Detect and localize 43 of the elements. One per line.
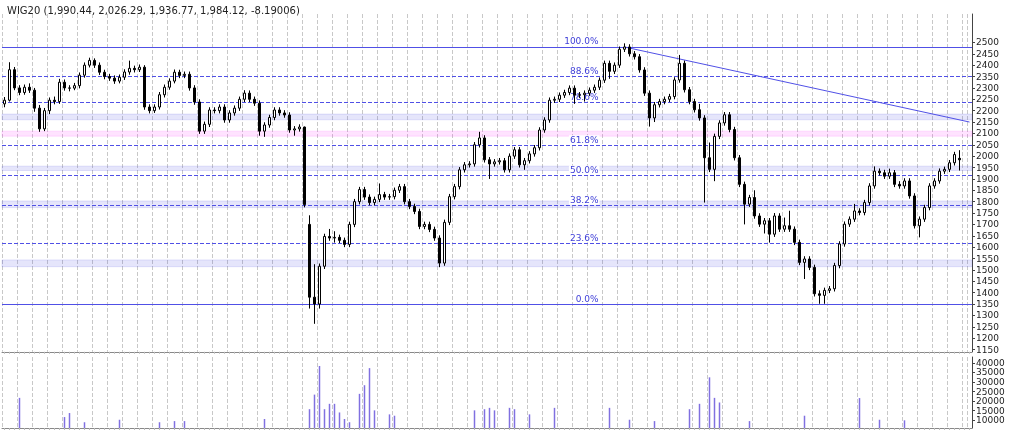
y-tick-label: 1200 bbox=[976, 333, 1000, 344]
y-tick-label: 40000 bbox=[976, 357, 1005, 368]
y-tick-label: 1450 bbox=[976, 276, 1000, 287]
y-tick-label: 1900 bbox=[976, 173, 1000, 184]
y-tick-label: 25000 bbox=[976, 386, 1005, 397]
annotation: 0.0% bbox=[575, 293, 599, 304]
y-tick-label: 30000 bbox=[976, 376, 1005, 387]
y-tick-label: 2350 bbox=[976, 71, 1000, 82]
y-tick-label: 2050 bbox=[976, 139, 1000, 150]
y-tick-label: 1750 bbox=[976, 208, 1000, 219]
y-tick-label: 1500 bbox=[976, 264, 1000, 275]
y-tick-label: 1300 bbox=[976, 310, 1000, 321]
y-tick-label: 10000 bbox=[976, 415, 1005, 426]
y-tick-label: 1150 bbox=[976, 344, 1000, 355]
y-tick-label: 2200 bbox=[976, 105, 1000, 116]
y-tick-label: 1850 bbox=[976, 185, 1000, 196]
y-tick-label: 2300 bbox=[976, 82, 1000, 93]
annotation: 23.6% bbox=[569, 232, 599, 243]
y-tick-label: 2150 bbox=[976, 117, 1000, 128]
y-tick-label: 2000 bbox=[976, 151, 1000, 162]
chart-title: WIG20 (1,990.44, 2,026.29, 1,936.77, 1,984.12, -8.19006) bbox=[7, 4, 300, 16]
annotation: 88.6% bbox=[569, 65, 599, 76]
y-tick-label: 35000 bbox=[976, 367, 1005, 378]
y-tick-label: 1650 bbox=[976, 230, 1000, 241]
y-tick-label: 1250 bbox=[976, 321, 1000, 332]
y-tick-label: 1600 bbox=[976, 242, 1000, 253]
y-tick-label: 15000 bbox=[976, 405, 1005, 416]
y-tick-label: 1550 bbox=[976, 253, 1000, 264]
y-tick-label: 2500 bbox=[976, 37, 1000, 48]
annotation: 61.8% bbox=[569, 134, 599, 145]
annotation: 100.0% bbox=[564, 36, 599, 47]
y-tick-label: 1950 bbox=[976, 162, 1000, 173]
y-tick-label: 2450 bbox=[976, 48, 1000, 59]
y-tick-label: 1400 bbox=[976, 287, 1000, 298]
annotation: 38.2% bbox=[569, 195, 599, 206]
y-tick-label: 1800 bbox=[976, 196, 1000, 207]
y-tick-label: 2100 bbox=[976, 128, 1000, 139]
annotation: 50.0% bbox=[569, 164, 599, 175]
y-tick-label: 2400 bbox=[976, 60, 1000, 71]
y-tick-label: 1700 bbox=[976, 219, 1000, 230]
y-tick-label: 2250 bbox=[976, 94, 1000, 105]
y-tick-label: 20000 bbox=[976, 396, 1005, 407]
y-tick-label: 1350 bbox=[976, 299, 1000, 310]
